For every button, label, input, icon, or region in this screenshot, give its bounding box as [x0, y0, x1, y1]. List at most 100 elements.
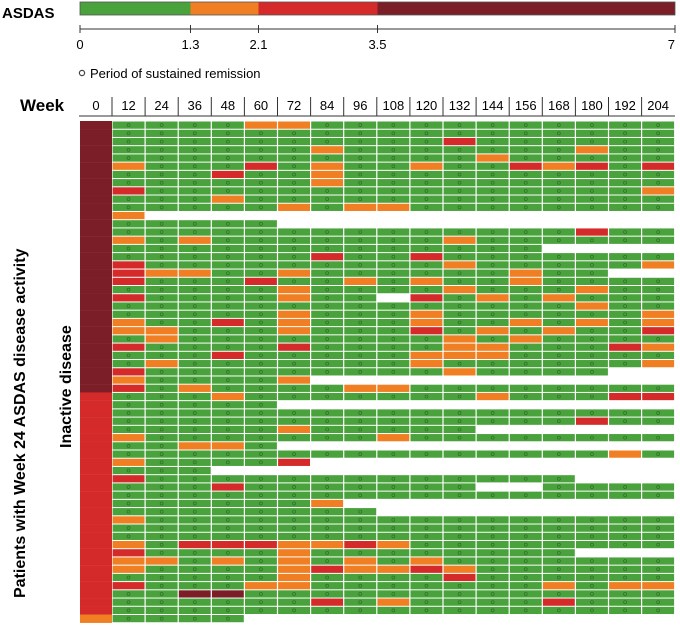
remission-marker-r59-c2	[159, 608, 164, 613]
remission-marker-r7-c17	[656, 180, 661, 185]
cell-r13-c15	[576, 228, 608, 236]
cell-r22-c4	[211, 302, 244, 310]
cell-r6-c11	[443, 170, 476, 179]
remission-marker-r43-c11	[457, 476, 462, 481]
remission-marker-r7-c8	[358, 180, 363, 185]
remission-marker-r25-c15	[590, 328, 594, 333]
remission-marker-r56-c4	[226, 583, 230, 588]
remission-marker-r2-c9	[391, 139, 396, 144]
cell-r44-c9	[377, 483, 410, 491]
remission-marker-r4-c9	[391, 156, 396, 160]
remission-marker-r53-c9	[391, 559, 396, 563]
remission-marker-r29-c1	[126, 361, 131, 366]
cell-r32-c16	[609, 384, 641, 392]
cell-r29-c1	[112, 360, 145, 368]
remission-marker-r9-c10	[424, 197, 429, 201]
cell-r16-c4	[211, 253, 244, 261]
remission-marker-r28-c8	[358, 353, 363, 358]
remission-marker-r43-c14	[556, 476, 561, 481]
cell-r40-c13	[509, 450, 542, 458]
remission-marker-r22-c1	[126, 304, 131, 308]
cell-r48-c7	[311, 516, 344, 524]
cell-r54-c5	[245, 565, 277, 573]
cell-r5-c12	[476, 162, 509, 170]
cell-r53-c10	[410, 557, 443, 565]
remission-marker-r35-c7	[325, 411, 329, 415]
cell-r21-c0	[80, 293, 112, 303]
remission-marker-r36-c8	[358, 419, 363, 424]
remission-marker-r32-c5	[259, 386, 263, 391]
cell-r35-c8	[344, 409, 377, 417]
cell-r15-c2	[145, 244, 178, 253]
remission-marker-r9-c14	[556, 197, 561, 201]
remission-marker-r43-c4	[226, 476, 230, 481]
remission-marker-r40-c2	[159, 452, 164, 456]
cell-r30-c3	[178, 368, 211, 376]
cell-r25-c17	[642, 327, 675, 335]
remission-marker-r15-c4	[226, 246, 230, 251]
remission-marker-r15-c10	[424, 246, 429, 251]
cell-r31-c5	[245, 376, 277, 384]
cell-r58-c6	[278, 598, 310, 606]
cell-r53-c9	[377, 557, 410, 565]
remission-marker-r32-c10	[424, 386, 429, 391]
remission-marker-r22-c3	[192, 304, 197, 308]
cell-r3-c3	[178, 146, 211, 154]
cell-r49-c3	[178, 524, 211, 532]
cell-r35-c11	[443, 409, 476, 417]
cell-r3-c4	[211, 146, 244, 154]
cell-r43-c10	[410, 475, 443, 483]
cell-r53-c15	[576, 557, 608, 565]
cell-r53-c8	[344, 557, 377, 565]
cell-r27-c13	[509, 343, 542, 351]
remission-marker-r36-c14	[556, 419, 561, 424]
remission-marker-r6-c3	[192, 172, 197, 177]
remission-marker-r52-c14	[556, 550, 561, 555]
cell-r15-c8	[344, 244, 377, 253]
remission-marker-r3-c6	[292, 147, 296, 152]
week-label-144: 144	[482, 98, 504, 113]
remission-marker-r14-c17	[656, 238, 661, 243]
cell-r9-c7	[311, 195, 344, 203]
remission-marker-r53-c5	[259, 559, 263, 563]
remission-marker-r23-c13	[523, 312, 528, 317]
cell-r24-c16	[609, 318, 641, 327]
cell-r1-c15	[576, 129, 608, 137]
cell-r33-c17	[642, 392, 675, 401]
cell-r30-c14	[542, 368, 575, 376]
remission-marker-r35-c2	[159, 411, 164, 415]
cell-r1-c9	[377, 129, 410, 137]
cell-r58-c9	[377, 598, 410, 606]
cell-r55-c7	[311, 573, 344, 582]
cell-r23-c4	[211, 310, 244, 318]
x-axis-tick-labels: 0 12 24 36 48 60 72 84 96 108 120 132 144 156 168 180 19…	[92, 97, 669, 116]
remission-marker-r58-c4	[226, 600, 230, 605]
cell-r51-c3	[178, 540, 211, 549]
remission-marker-r21-c8	[358, 295, 363, 300]
remission-marker-r13-c6	[292, 230, 296, 234]
cell-r50-c14	[542, 532, 575, 540]
cell-r15-c13	[509, 244, 542, 253]
remission-marker-r33-c3	[192, 394, 197, 399]
cell-r7-c14	[542, 179, 575, 187]
remission-marker-r40-c4	[226, 452, 230, 456]
cell-r10-c14	[542, 203, 575, 211]
cell-r7-c7	[311, 179, 344, 187]
remission-marker-r33-c11	[457, 394, 462, 399]
cell-r32-c4	[211, 384, 244, 392]
cell-r37-c1	[112, 425, 145, 434]
remission-marker-r52-c7	[325, 550, 329, 555]
cell-r60-c3	[178, 615, 211, 623]
remission-marker-r26-c17	[656, 337, 661, 341]
cell-r30-c7	[311, 368, 344, 376]
cell-r43-c5	[245, 475, 277, 483]
remission-marker-r30-c7	[325, 370, 329, 374]
cell-r35-c9	[377, 409, 410, 417]
remission-marker-r20-c9	[391, 287, 396, 292]
cell-r20-c2	[145, 286, 178, 294]
cell-r52-c1	[112, 549, 145, 557]
cell-r26-c8	[344, 335, 377, 343]
remission-marker-r23-c15	[590, 312, 594, 317]
remission-marker-r36-c6	[292, 419, 296, 424]
cell-r27-c1	[112, 343, 145, 351]
